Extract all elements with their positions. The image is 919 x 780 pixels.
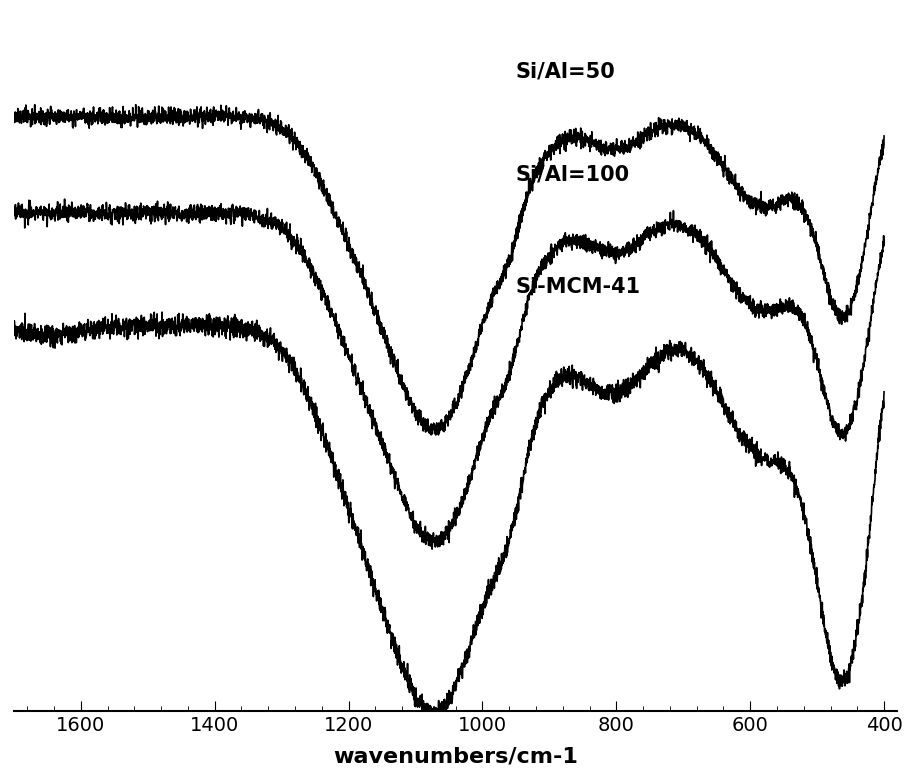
- Text: Si-MCM-41: Si-MCM-41: [516, 277, 641, 296]
- Text: Si/Al=100: Si/Al=100: [516, 164, 630, 184]
- X-axis label: wavenumbers/cm-1: wavenumbers/cm-1: [334, 746, 578, 766]
- Text: Si/Al=50: Si/Al=50: [516, 62, 616, 81]
